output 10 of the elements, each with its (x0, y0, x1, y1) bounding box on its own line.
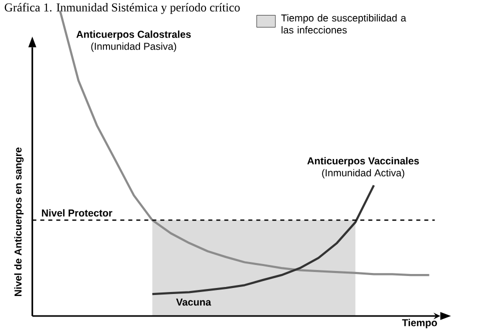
annotation: (Inmunidad Activa) (322, 169, 404, 179)
annotation: Tiempo de susceptibilidad a las infecciones (281, 14, 406, 34)
annotation: (Inmunidad Pasiva) (91, 42, 176, 52)
x-axis-title: Tiempo (402, 319, 437, 328)
text: Anticuerpos Vaccinales (307, 157, 419, 167)
annotation: Vacuna (176, 298, 212, 306)
y-axis-title: Nivel de Anticuerpos en sangre (14, 148, 24, 296)
chart-title: Gráfica 1. Inmunidad Sistémica y período crítico (4, 3, 240, 14)
series-label: Anticuerpos Calostrales (76, 30, 191, 40)
ref-line-label: Nivel Protector (42, 209, 112, 217)
